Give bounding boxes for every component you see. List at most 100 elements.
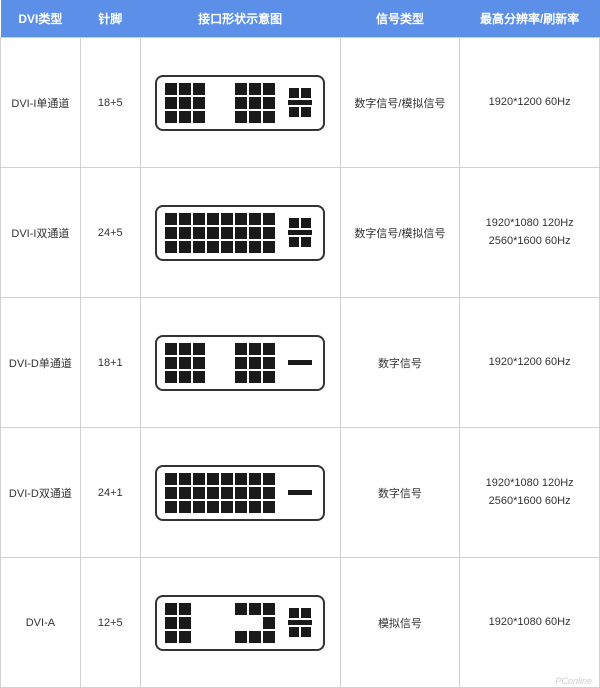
pin-filled (249, 371, 261, 383)
pin-empty (207, 357, 219, 369)
resolution-line: 1920*1080 60Hz (464, 614, 595, 632)
cell-signal: 数字信号 (340, 428, 460, 558)
table-row: DVI-D双通道24+1数字信号1920*1080 120Hz2560*1600… (1, 428, 600, 558)
resolution-line: 1920*1080 120Hz (464, 475, 595, 493)
pin-filled (207, 227, 219, 239)
pin-filled (235, 83, 247, 95)
table-row: DVI-I单通道18+5数字信号/模拟信号1920*1200 60Hz (1, 38, 600, 168)
pin-filled (207, 501, 219, 513)
pin-filled (165, 371, 177, 383)
pin-filled (263, 213, 275, 225)
blade-pin (301, 627, 311, 637)
pin-filled (263, 617, 275, 629)
pin-filled (263, 227, 275, 239)
pin-filled (263, 371, 275, 383)
pin-empty (221, 617, 233, 629)
pin-filled (249, 487, 261, 499)
header-signal: 信号类型 (340, 0, 460, 38)
pin-empty (207, 83, 219, 95)
pin-filled (235, 603, 247, 615)
pin-filled (249, 213, 261, 225)
pin-empty (221, 83, 233, 95)
pin-filled (179, 241, 191, 253)
cell-diagram (140, 38, 340, 168)
blade-pin (289, 88, 299, 98)
pin-filled (193, 487, 205, 499)
pin-empty (207, 371, 219, 383)
pin-filled (235, 97, 247, 109)
blade-bar (288, 100, 312, 105)
pin-empty (221, 371, 233, 383)
pin-empty (193, 617, 205, 629)
cell-resolution: 1920*1080 120Hz2560*1600 60Hz (460, 428, 600, 558)
pin-filled (235, 343, 247, 355)
cell-type: DVI-I双通道 (1, 168, 81, 298)
cell-type: DVI-D单通道 (1, 298, 81, 428)
pin-grid (165, 83, 275, 123)
cell-pins: 12+5 (80, 558, 140, 688)
pin-filled (221, 213, 233, 225)
resolution-line: 2560*1600 60Hz (464, 233, 595, 251)
pin-filled (165, 501, 177, 513)
pin-filled (193, 371, 205, 383)
pin-filled (165, 473, 177, 485)
pin-filled (249, 343, 261, 355)
connector-diagram (155, 335, 325, 391)
pin-empty (249, 617, 261, 629)
pin-filled (235, 487, 247, 499)
blade-area (285, 608, 315, 637)
pin-filled (193, 213, 205, 225)
pin-filled (193, 83, 205, 95)
pin-filled (221, 241, 233, 253)
pin-filled (263, 111, 275, 123)
pin-filled (193, 501, 205, 513)
pin-empty (207, 111, 219, 123)
pin-empty (193, 603, 205, 615)
connector-diagram (155, 205, 325, 261)
pin-filled (221, 501, 233, 513)
pin-filled (165, 617, 177, 629)
cell-type: DVI-D双通道 (1, 428, 81, 558)
resolution-line: 1920*1080 120Hz (464, 215, 595, 233)
pin-filled (179, 371, 191, 383)
pin-empty (221, 343, 233, 355)
connector-diagram (155, 595, 325, 651)
pin-filled (249, 603, 261, 615)
pin-filled (179, 357, 191, 369)
pin-filled (235, 371, 247, 383)
table-body: DVI-I单通道18+5数字信号/模拟信号1920*1200 60HzDVI-I… (1, 38, 600, 688)
blade-pin (289, 237, 299, 247)
pin-filled (179, 343, 191, 355)
pin-filled (179, 603, 191, 615)
pin-filled (179, 227, 191, 239)
resolution-line: 2560*1600 60Hz (464, 493, 595, 511)
pin-filled (249, 631, 261, 643)
pin-filled (263, 631, 275, 643)
table-row: DVI-D单通道18+1数字信号1920*1200 60Hz (1, 298, 600, 428)
pin-filled (207, 473, 219, 485)
blade-bar (288, 490, 312, 495)
pin-filled (249, 227, 261, 239)
blade-pin (301, 218, 311, 228)
resolution-line: 1920*1200 60Hz (464, 354, 595, 372)
cell-diagram (140, 168, 340, 298)
pin-filled (207, 241, 219, 253)
cell-type: DVI-A (1, 558, 81, 688)
pin-filled (235, 473, 247, 485)
pin-filled (263, 241, 275, 253)
cell-type: DVI-I单通道 (1, 38, 81, 168)
blade-bar (288, 230, 312, 235)
blade-area (285, 490, 315, 495)
pin-filled (249, 97, 261, 109)
pin-filled (193, 111, 205, 123)
pin-filled (165, 487, 177, 499)
pin-filled (221, 473, 233, 485)
pin-empty (207, 343, 219, 355)
pin-filled (249, 83, 261, 95)
watermark: PConline (0, 674, 600, 688)
pin-filled (179, 83, 191, 95)
pin-filled (165, 241, 177, 253)
pin-filled (235, 111, 247, 123)
blade-pin (301, 237, 311, 247)
pin-filled (193, 473, 205, 485)
